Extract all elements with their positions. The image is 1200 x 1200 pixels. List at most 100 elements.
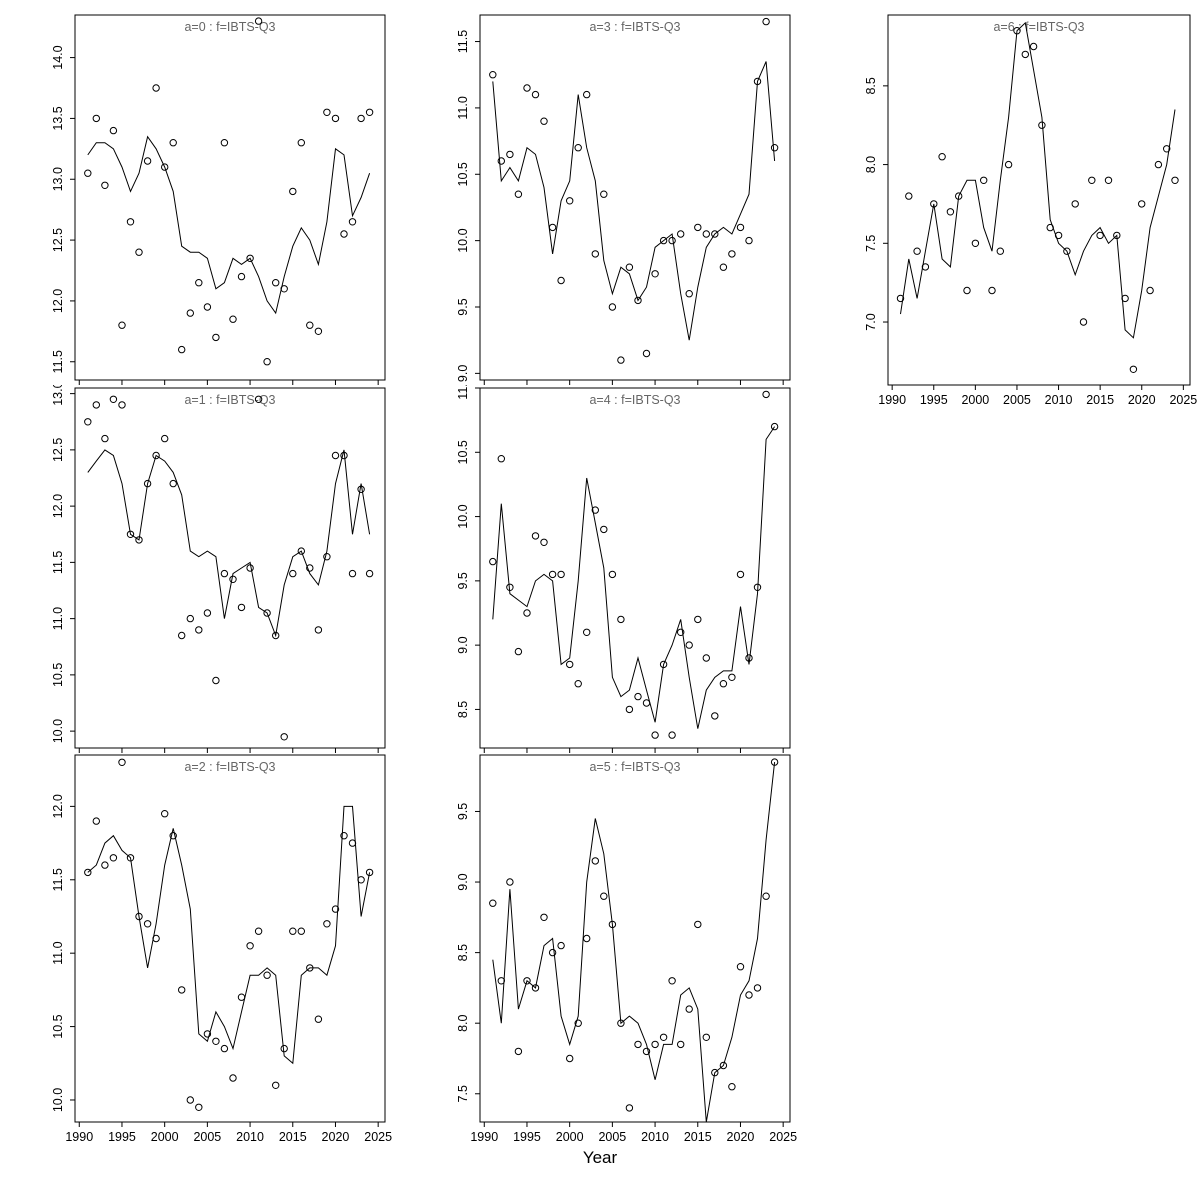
y-tick-label: 11.0	[456, 96, 470, 119]
data-point	[365, 108, 374, 117]
data-point	[905, 192, 913, 200]
data-point	[118, 401, 126, 409]
y-tick-label: 9.5	[456, 298, 470, 315]
y-tick-label: 10.5	[51, 1014, 65, 1038]
data-point	[178, 345, 186, 354]
data-point	[1104, 176, 1113, 185]
x-tick-label: 1995	[513, 1130, 541, 1144]
data-point	[996, 247, 1005, 255]
plot-box	[479, 14, 791, 381]
data-point	[365, 868, 374, 877]
panel-title: a=0 : f=IBTS-Q3	[184, 20, 275, 34]
data-point	[736, 963, 745, 971]
data-point	[745, 991, 753, 999]
y-tick-label: 9.0	[456, 873, 470, 890]
data-point	[1004, 160, 1013, 169]
data-point	[84, 169, 92, 177]
x-tick-label: 1995	[920, 393, 948, 407]
data-point	[651, 270, 659, 278]
data-point	[685, 1005, 693, 1013]
data-point	[101, 861, 109, 869]
data-point	[272, 631, 280, 640]
y-tick-label: 12.0	[51, 289, 65, 313]
data-point	[109, 126, 118, 135]
data-point	[668, 977, 676, 985]
data-point	[566, 1054, 574, 1063]
data-point	[753, 984, 762, 992]
y-tick-label: 10.0	[51, 1088, 65, 1112]
y-tick-label: 11.5	[51, 350, 65, 373]
panel-title: a=5 : f=IBTS-Q3	[589, 760, 680, 774]
data-point	[195, 1103, 203, 1111]
y-tick-label: 10.5	[456, 162, 470, 186]
data-point	[289, 187, 297, 196]
data-point	[728, 1083, 736, 1091]
data-point	[668, 236, 676, 245]
data-point	[263, 971, 271, 979]
data-point	[109, 395, 118, 404]
data-point	[152, 451, 160, 460]
data-point	[566, 197, 574, 205]
x-tick-label: 2000	[151, 1130, 179, 1144]
y-tick-label: 11.0	[51, 607, 65, 630]
data-point	[963, 286, 971, 295]
data-point	[548, 948, 557, 957]
data-point	[1146, 286, 1154, 295]
x-tick-label: 2010	[236, 1130, 264, 1144]
data-point	[254, 395, 263, 404]
data-point	[289, 927, 297, 935]
y-tick-label: 13.0	[51, 167, 65, 191]
x-tick-label: 2020	[727, 1130, 755, 1144]
data-point	[1154, 160, 1163, 169]
y-tick-label: 10.0	[51, 719, 65, 743]
data-point	[642, 349, 651, 358]
data-point	[118, 758, 126, 767]
y-tick-label: 8.0	[864, 156, 878, 173]
plot-box	[74, 14, 386, 381]
data-point	[237, 603, 246, 612]
x-tick-label: 2020	[1128, 393, 1156, 407]
data-point	[101, 434, 109, 443]
data-point	[161, 810, 169, 818]
fit-line	[492, 61, 776, 341]
data-point	[659, 1033, 668, 1041]
data-point	[719, 1061, 728, 1070]
data-point	[178, 986, 186, 994]
data-point	[531, 532, 540, 540]
y-tick-label: 8.5	[864, 77, 878, 94]
plot-box	[74, 387, 386, 749]
data-point	[489, 557, 497, 566]
data-point	[625, 1104, 634, 1112]
data-point	[331, 451, 340, 460]
data-point	[109, 854, 118, 862]
y-tick-label: 10.0	[456, 504, 470, 528]
y-tick-label: 8.5	[456, 944, 470, 961]
data-point	[220, 139, 229, 147]
x-axis-title: Year	[582, 1148, 618, 1167]
data-point	[331, 905, 340, 913]
fit-line	[492, 426, 776, 729]
data-point	[1163, 145, 1171, 153]
data-point	[101, 181, 109, 190]
data-point	[92, 817, 101, 825]
data-point	[608, 303, 617, 311]
fit-line	[87, 449, 371, 638]
x-tick-label: 2005	[1003, 393, 1031, 407]
data-point	[728, 673, 736, 681]
x-tick-label: 2010	[1045, 393, 1073, 407]
data-point	[1129, 365, 1138, 373]
y-tick-label: 11.5	[51, 551, 65, 574]
data-point	[169, 832, 177, 840]
data-point	[625, 263, 634, 271]
data-point	[770, 422, 779, 431]
data-point	[574, 1019, 582, 1027]
panel-title: a=3 : f=IBTS-Q3	[589, 20, 680, 34]
data-point	[685, 641, 693, 649]
fit-line	[900, 21, 1176, 339]
data-point	[583, 934, 591, 943]
data-point	[762, 17, 770, 26]
data-point	[246, 564, 254, 572]
x-tick-label: 2005	[598, 1130, 626, 1144]
x-tick-label: 2020	[322, 1130, 350, 1144]
data-point	[254, 927, 263, 935]
